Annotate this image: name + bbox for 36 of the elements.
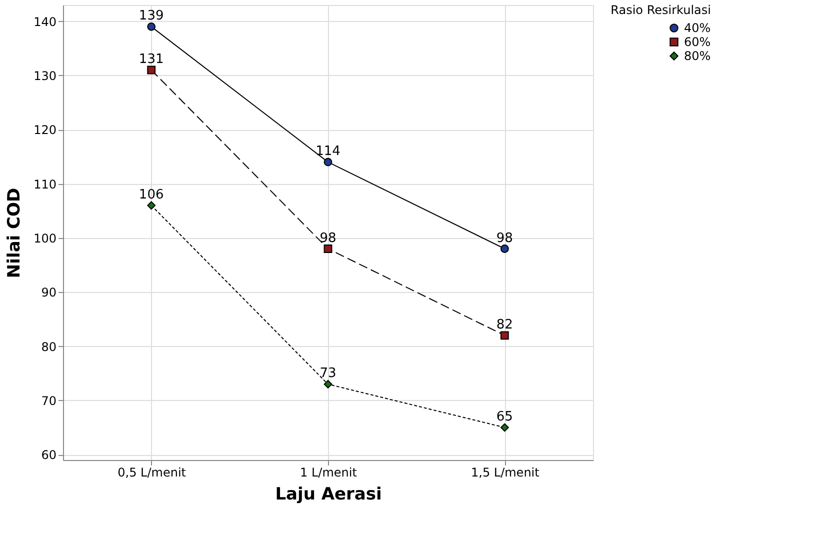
legend-label: 60%	[684, 35, 711, 49]
y-tick-label: 80	[41, 340, 56, 354]
data-label: 98	[320, 230, 336, 246]
point	[147, 66, 156, 74]
y-tick-label: 130	[34, 68, 56, 83]
data-label: 98	[496, 230, 513, 246]
data-label: 139	[138, 8, 164, 24]
x-axis-title: Laju Aerasi	[275, 484, 382, 504]
y-tick-label: 60	[41, 448, 56, 462]
legend-title: Rasio Resirkulasi	[610, 3, 711, 17]
point	[324, 244, 332, 253]
x-tick-label: 1 L/menit	[300, 466, 358, 480]
y-tick-label: 70	[41, 394, 56, 408]
legend-label: 80%	[684, 49, 711, 63]
x-tick-label: 1,5 L/menit	[470, 466, 540, 480]
point	[324, 158, 332, 166]
x-tick-label: 0,5 L/menit	[118, 466, 186, 480]
point	[147, 22, 156, 31]
y-tick-label: 100	[34, 231, 56, 246]
point	[500, 244, 509, 253]
y-tick-label: 120	[34, 123, 56, 138]
point	[324, 380, 332, 388]
data-label: 131	[138, 52, 164, 67]
y-tick-label: 140	[34, 14, 56, 29]
data-label: 82	[496, 317, 513, 332]
point	[500, 331, 509, 340]
data-label: 106	[138, 187, 164, 202]
point	[500, 423, 509, 432]
y-axis-title: Nilai COD	[4, 188, 25, 278]
legend-label: 40%	[684, 21, 711, 35]
data-label: 114	[316, 144, 340, 160]
y-tick-label: 90	[41, 286, 56, 300]
data-label: 73	[320, 366, 336, 382]
point	[147, 201, 156, 210]
data-label: 65	[496, 410, 513, 424]
y-tick-label: 110	[34, 177, 56, 192]
